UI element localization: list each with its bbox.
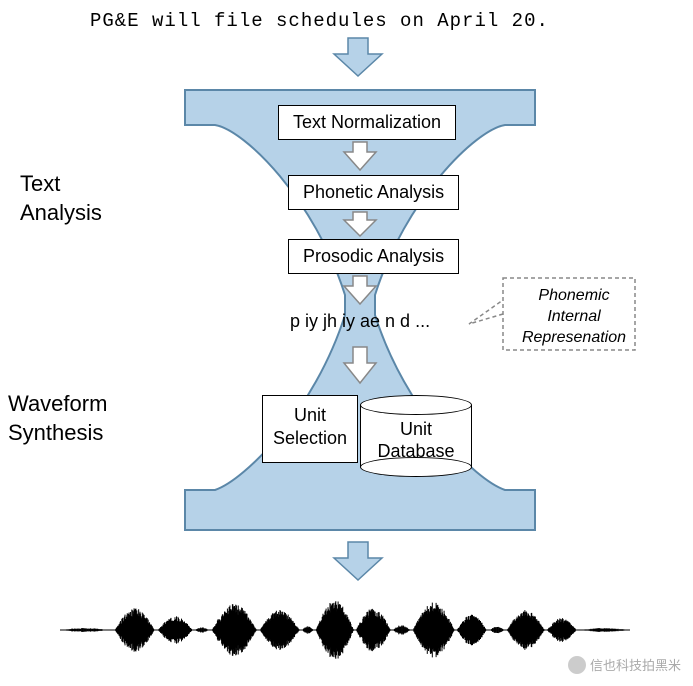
output-waveform	[60, 595, 630, 665]
arrow-input	[330, 36, 386, 78]
phonetic-analysis-box: Phonetic Analysis	[288, 175, 459, 210]
unit-database-cylinder: UnitDatabase	[360, 395, 472, 477]
wechat-icon	[568, 656, 586, 674]
unit-database-label: UnitDatabase	[360, 419, 472, 462]
prosodic-analysis-box: Prosodic Analysis	[288, 239, 459, 274]
arrow-output	[330, 540, 386, 582]
arrow-3	[340, 274, 380, 306]
arrow-2	[340, 210, 380, 238]
watermark-text: 信也科技拍黑米	[590, 655, 681, 674]
phoneme-sequence: p iy jh iy ae n d ...	[290, 311, 430, 332]
input-sentence: PG&E will file schedules on April 20.	[90, 10, 549, 32]
callout-text: PhonemicInternalRepresenation	[509, 286, 639, 348]
watermark: 信也科技拍黑米	[568, 655, 681, 674]
phonemic-callout: PhonemicInternalRepresenation	[505, 280, 680, 342]
text-analysis-label: TextAnalysis	[20, 170, 102, 227]
arrow-1	[340, 140, 380, 172]
unit-selection-box: UnitSelection	[262, 395, 358, 463]
waveform-synthesis-label: WaveformSynthesis	[8, 390, 107, 447]
arrow-4	[340, 345, 380, 385]
text-normalization-box: Text Normalization	[278, 105, 456, 140]
